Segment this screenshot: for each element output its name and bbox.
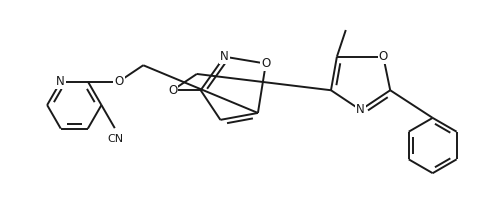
Text: N: N bbox=[220, 50, 229, 63]
Text: O: O bbox=[379, 50, 388, 63]
Text: O: O bbox=[168, 84, 177, 97]
Text: CN: CN bbox=[108, 134, 124, 144]
Text: N: N bbox=[356, 104, 365, 116]
Text: O: O bbox=[261, 57, 271, 70]
Text: O: O bbox=[114, 75, 123, 88]
Text: N: N bbox=[56, 75, 65, 88]
